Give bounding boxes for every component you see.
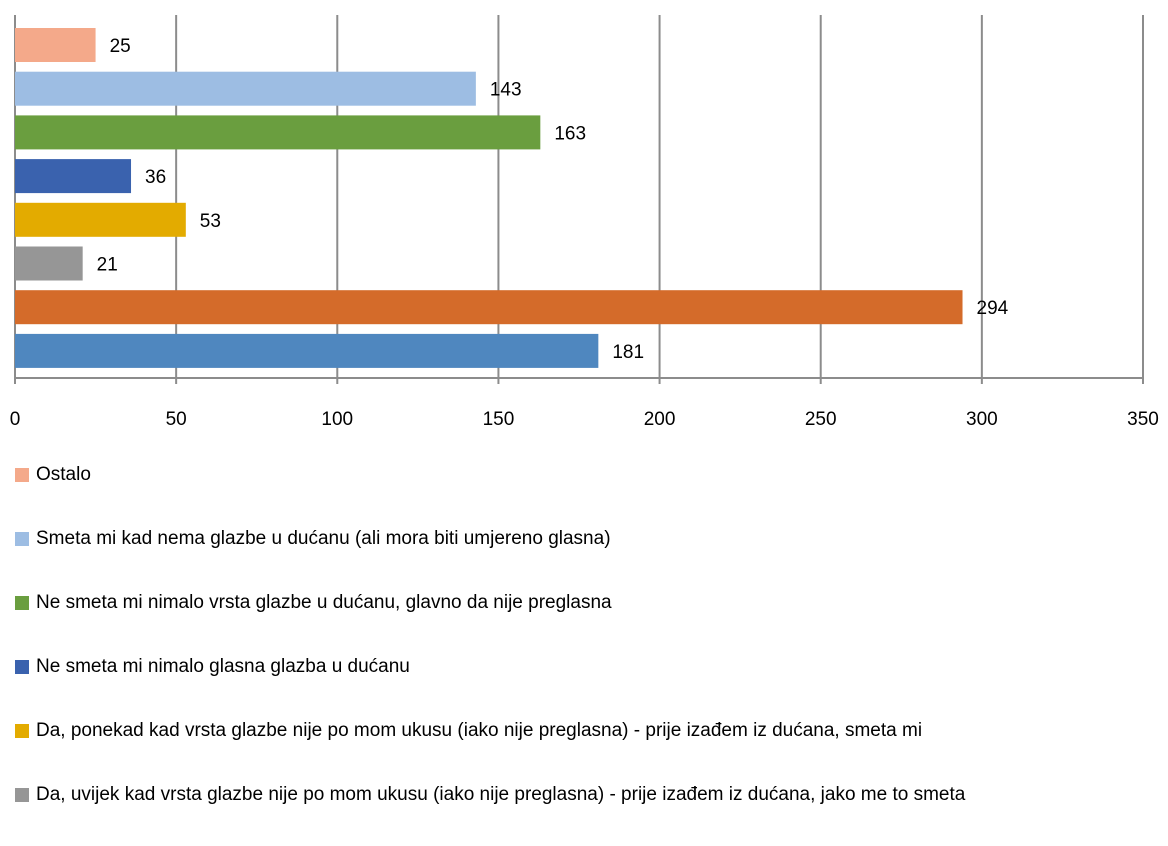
bar — [15, 202, 186, 237]
bar — [15, 333, 599, 368]
value-label: 25 — [110, 36, 131, 57]
value-label: 21 — [97, 255, 118, 276]
legend-swatch — [15, 596, 29, 610]
legend-swatch — [15, 468, 29, 482]
bar — [15, 71, 476, 106]
value-label: 181 — [612, 342, 644, 363]
x-tick-label: 50 — [166, 409, 187, 430]
value-label: 163 — [554, 123, 586, 144]
bar — [15, 159, 132, 194]
legend-label: Smeta mi kad nema glazbe u dućanu (ali m… — [36, 528, 611, 549]
legend-label: Da, ponekad kad vrsta glazbe nije po mom… — [36, 720, 923, 741]
legend-swatch — [15, 660, 29, 674]
value-label: 36 — [145, 167, 166, 188]
legend-item: Da, ponekad kad vrsta glazbe nije po mom… — [15, 718, 1165, 782]
x-tick-label: 0 — [10, 409, 21, 430]
x-tick-label: 150 — [483, 409, 515, 430]
legend-swatch — [15, 532, 29, 546]
x-tick-label: 250 — [805, 409, 837, 430]
value-label: 53 — [200, 211, 221, 232]
x-tick-label: 300 — [966, 409, 998, 430]
bar — [15, 28, 96, 62]
legend-label: Ostalo — [36, 464, 91, 485]
x-tick-label: 100 — [321, 409, 353, 430]
bar — [15, 246, 83, 281]
value-label: 143 — [490, 80, 522, 101]
legend: Ostalo Smeta mi kad nema glazbe u dućanu … — [15, 462, 1165, 846]
x-tick-label: 200 — [644, 409, 676, 430]
legend-label: Da, uvijek kad vrsta glazbe nije po mom … — [36, 784, 966, 805]
legend-label: Ne smeta mi nimalo glasna glazba u dućan… — [36, 656, 410, 677]
legend-item: Ne smeta mi nimalo vrsta glazbe u dućanu… — [15, 590, 1165, 654]
legend-item: Ostalo — [15, 462, 1165, 526]
value-label: 294 — [977, 298, 1009, 319]
legend-item: Da, uvijek kad vrsta glazbe nije po mom … — [15, 782, 1165, 846]
legend-swatch — [15, 788, 29, 802]
x-tick-label: 350 — [1127, 409, 1159, 430]
legend-item: Smeta mi kad nema glazbe u dućanu (ali m… — [15, 526, 1165, 590]
legend-item: Ne smeta mi nimalo glasna glazba u dućan… — [15, 654, 1165, 718]
legend-label: Ne smeta mi nimalo vrsta glazbe u dućanu… — [36, 592, 612, 613]
chart: 0 50 100 150 200 250 300 350 25 143 163 36 53 21 294 18… — [10, 15, 1159, 430]
bar — [15, 290, 963, 325]
legend-swatch — [15, 724, 29, 738]
bar — [15, 115, 541, 150]
